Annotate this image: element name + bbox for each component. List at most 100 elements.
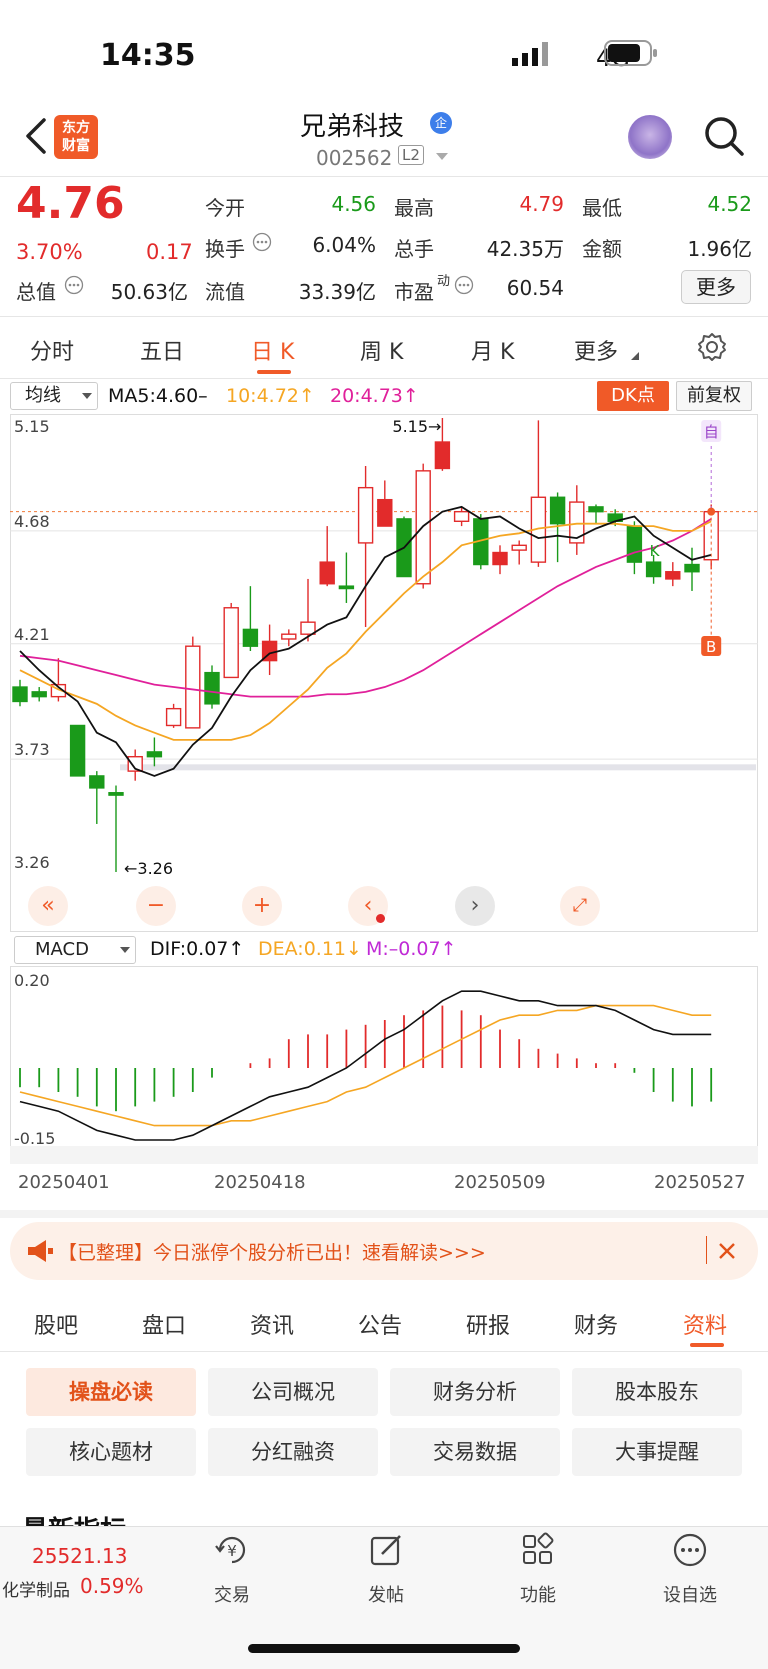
enterprise-badge: 企 bbox=[430, 112, 452, 134]
candle-body bbox=[69, 724, 86, 777]
tab-daily-k[interactable]: 日 K bbox=[251, 340, 295, 365]
assistant-robot-icon[interactable] bbox=[628, 115, 672, 159]
level2-badge[interactable]: L2 bbox=[398, 145, 424, 165]
nav-add-watchlist[interactable]: 设自选 bbox=[640, 1530, 740, 1607]
grid-core-themes[interactable]: 核心题材 bbox=[26, 1428, 196, 1476]
macd-y-label: 0.20 bbox=[14, 971, 50, 990]
grid-events[interactable]: 大事提醒 bbox=[572, 1428, 742, 1476]
candle-body bbox=[357, 486, 374, 544]
candle-body bbox=[626, 525, 643, 563]
tab-intraday[interactable]: 分时 bbox=[30, 340, 75, 365]
dk-point-button[interactable]: DK点 bbox=[597, 381, 669, 411]
status-time: 14:35 bbox=[100, 38, 196, 73]
candle-body bbox=[165, 707, 182, 727]
tab-finance[interactable]: 财务 bbox=[574, 1314, 619, 1339]
high-label: 最高 bbox=[394, 196, 434, 220]
tab-forum[interactable]: 股吧 bbox=[34, 1314, 79, 1339]
prev-button[interactable]: ‹ bbox=[348, 886, 388, 926]
market-cap-value: 50.63亿 bbox=[110, 280, 188, 304]
pe-dynamic-sup: 动 bbox=[437, 274, 451, 289]
tab-monthly-k[interactable]: 月 K bbox=[471, 340, 515, 365]
sector-index-value[interactable]: 25521.13 bbox=[32, 1544, 128, 1568]
signal-icon bbox=[512, 42, 548, 66]
grid-apps-icon bbox=[523, 1532, 554, 1564]
info-dots-icon[interactable] bbox=[64, 275, 84, 295]
divider bbox=[0, 378, 768, 379]
banner-text[interactable]: 【已整理】今日涨停个股分析已出！速看解读>>> bbox=[58, 1242, 486, 1264]
active-tab-indicator bbox=[690, 1343, 724, 1347]
grid-trading-data[interactable]: 交易数据 bbox=[390, 1428, 560, 1476]
indicator-select[interactable]: MACD bbox=[14, 936, 136, 964]
tab-weekly-k[interactable]: 周 K bbox=[360, 340, 404, 365]
ma5-value: MA5:4.60– bbox=[108, 385, 208, 407]
candle-body bbox=[434, 441, 451, 470]
tab-news[interactable]: 资讯 bbox=[250, 1314, 295, 1339]
change-amount: 0.17 bbox=[146, 240, 193, 264]
next-button[interactable]: › bbox=[455, 886, 495, 926]
m-value: M:–0.07↑ bbox=[366, 938, 457, 960]
back-icon[interactable] bbox=[18, 112, 54, 160]
sector-change[interactable]: 0.59% bbox=[80, 1574, 144, 1598]
settings-gear-icon[interactable] bbox=[697, 332, 727, 362]
candle-body bbox=[300, 621, 316, 635]
amount-value: 1.96亿 bbox=[687, 237, 752, 261]
scroll-left-fast-button[interactable]: « bbox=[28, 886, 68, 926]
grid-company-overview[interactable]: 公司概况 bbox=[208, 1368, 378, 1416]
date-strip bbox=[10, 1146, 758, 1164]
tab-more[interactable]: 更多 bbox=[574, 340, 619, 365]
grid-financial-analysis[interactable]: 财务分析 bbox=[390, 1368, 560, 1416]
nav-functions[interactable]: 功能 bbox=[488, 1530, 588, 1607]
zoom-in-button[interactable]: + bbox=[242, 886, 282, 926]
candle-body bbox=[223, 607, 239, 679]
candle-body bbox=[89, 775, 105, 789]
info-dots-icon[interactable] bbox=[454, 275, 474, 295]
nav-post[interactable]: 发帖 bbox=[336, 1530, 436, 1607]
more-button[interactable]: 更多 bbox=[681, 270, 751, 304]
date-label: 20250527 bbox=[654, 1172, 746, 1193]
divider bbox=[0, 316, 768, 317]
tab-orderbook[interactable]: 盘口 bbox=[142, 1314, 187, 1339]
zoom-out-button[interactable]: − bbox=[136, 886, 176, 926]
promo-banner[interactable] bbox=[10, 1222, 758, 1280]
date-label: 20250401 bbox=[18, 1172, 110, 1193]
info-dots-icon[interactable] bbox=[252, 232, 272, 252]
candle-body bbox=[569, 501, 585, 544]
tab-profile[interactable]: 资料 bbox=[683, 1314, 728, 1339]
stock-code[interactable]: 002562 bbox=[316, 146, 393, 170]
tab-five-day[interactable]: 五日 bbox=[140, 340, 185, 365]
candle-body bbox=[338, 585, 355, 590]
grid-dividends[interactable]: 分红融资 bbox=[208, 1428, 378, 1476]
divider bbox=[0, 1351, 768, 1352]
open-label: 今开 bbox=[205, 196, 245, 220]
sector-name[interactable]: 化学制品 bbox=[2, 1581, 70, 1601]
macd-chart[interactable]: 0.20 -0.15 bbox=[10, 966, 758, 1164]
svg-text:¥: ¥ bbox=[227, 1542, 237, 1560]
tab-research[interactable]: 研报 bbox=[466, 1314, 511, 1339]
kline-chart[interactable]: 5.15 4.68 4.21 3.73 3.26 5.15→ ←3.26 自 B K bbox=[10, 414, 758, 932]
y-axis-label: 3.26 bbox=[14, 853, 50, 872]
grid-trading-guide[interactable]: 操盘必读 bbox=[26, 1368, 196, 1416]
current-price: 4.76 bbox=[16, 178, 125, 229]
self-marker-bg bbox=[701, 420, 722, 442]
candle-body bbox=[127, 755, 143, 772]
ma-select[interactable]: 均线 bbox=[10, 382, 98, 410]
more-dots-icon bbox=[673, 1533, 707, 1567]
caret-down-icon[interactable] bbox=[436, 153, 448, 161]
ma10-line bbox=[19, 520, 712, 741]
ma5-line bbox=[19, 505, 712, 777]
fullscreen-button[interactable]: ⤢ bbox=[560, 886, 600, 926]
tab-announcements[interactable]: 公告 bbox=[358, 1314, 403, 1339]
k-marker-text: K bbox=[650, 542, 661, 560]
nav-trade[interactable]: ¥ 交易 bbox=[182, 1530, 282, 1607]
volume-label: 总手 bbox=[394, 237, 434, 261]
grid-shareholders[interactable]: 股本股东 bbox=[572, 1368, 742, 1416]
close-icon[interactable] bbox=[718, 1242, 736, 1260]
adjust-mode-button[interactable]: 前复权 bbox=[676, 381, 752, 411]
search-icon[interactable] bbox=[700, 112, 748, 160]
ma20-line bbox=[19, 518, 712, 698]
float-cap-label: 流值 bbox=[205, 280, 245, 304]
candle-body bbox=[665, 571, 681, 580]
pe-value: 60.54 bbox=[506, 276, 564, 300]
turnover-label: 换手 bbox=[205, 237, 245, 261]
current-price-dot bbox=[707, 507, 716, 516]
